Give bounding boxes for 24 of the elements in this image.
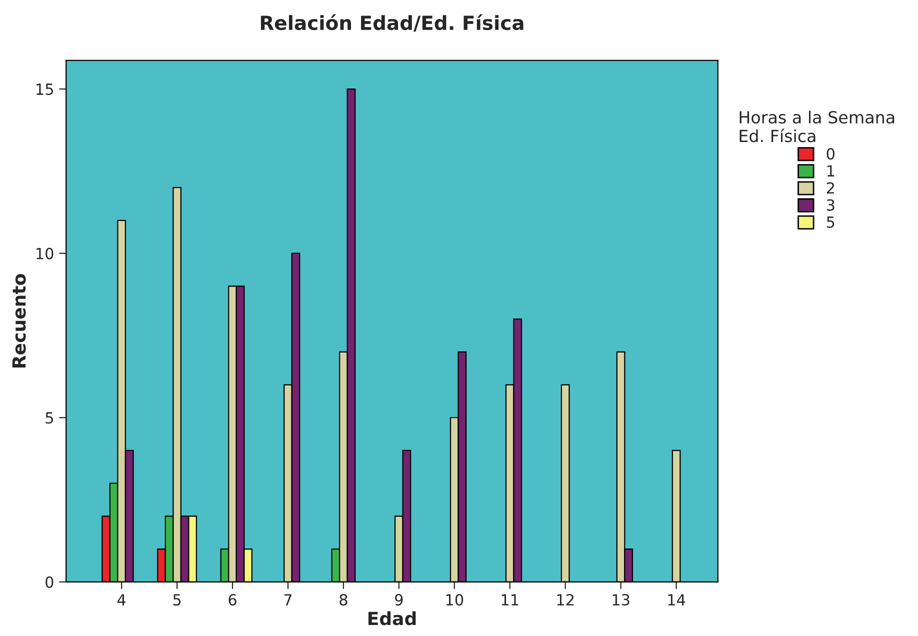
chart-title: Relación Edad/Ed. Física	[260, 14, 524, 32]
x-tick-label: 14	[668, 594, 686, 606]
x-tick-label: 12	[557, 594, 574, 606]
x-tick-label: 7	[284, 594, 292, 606]
y-tick-label: 5	[46, 412, 53, 424]
x-tick-label: 8	[340, 594, 348, 606]
y-tick-label: 15	[36, 84, 53, 96]
legend-label: 2	[826, 182, 834, 194]
y-tick-label: 10	[36, 248, 54, 260]
legend-title: Horas a la Semana Ed. Física	[740, 110, 894, 142]
legend-label: 3	[826, 199, 834, 211]
x-tick-label: 13	[612, 594, 630, 606]
x-axis-title: Edad	[368, 611, 416, 626]
x-tick-label: 6	[228, 594, 236, 606]
x-tick-label: 11	[502, 594, 518, 606]
x-tick-label: 9	[395, 594, 403, 606]
y-tick-label: 0	[46, 576, 54, 588]
x-tick-label: 10	[446, 594, 464, 606]
legend-label: 1	[827, 165, 834, 176]
legend-label: 5	[826, 216, 834, 228]
y-axis-title: Recuento	[12, 274, 26, 368]
x-tick-label: 4	[117, 594, 126, 606]
legend-label: 0	[826, 148, 834, 160]
x-tick-label: 5	[173, 594, 181, 606]
